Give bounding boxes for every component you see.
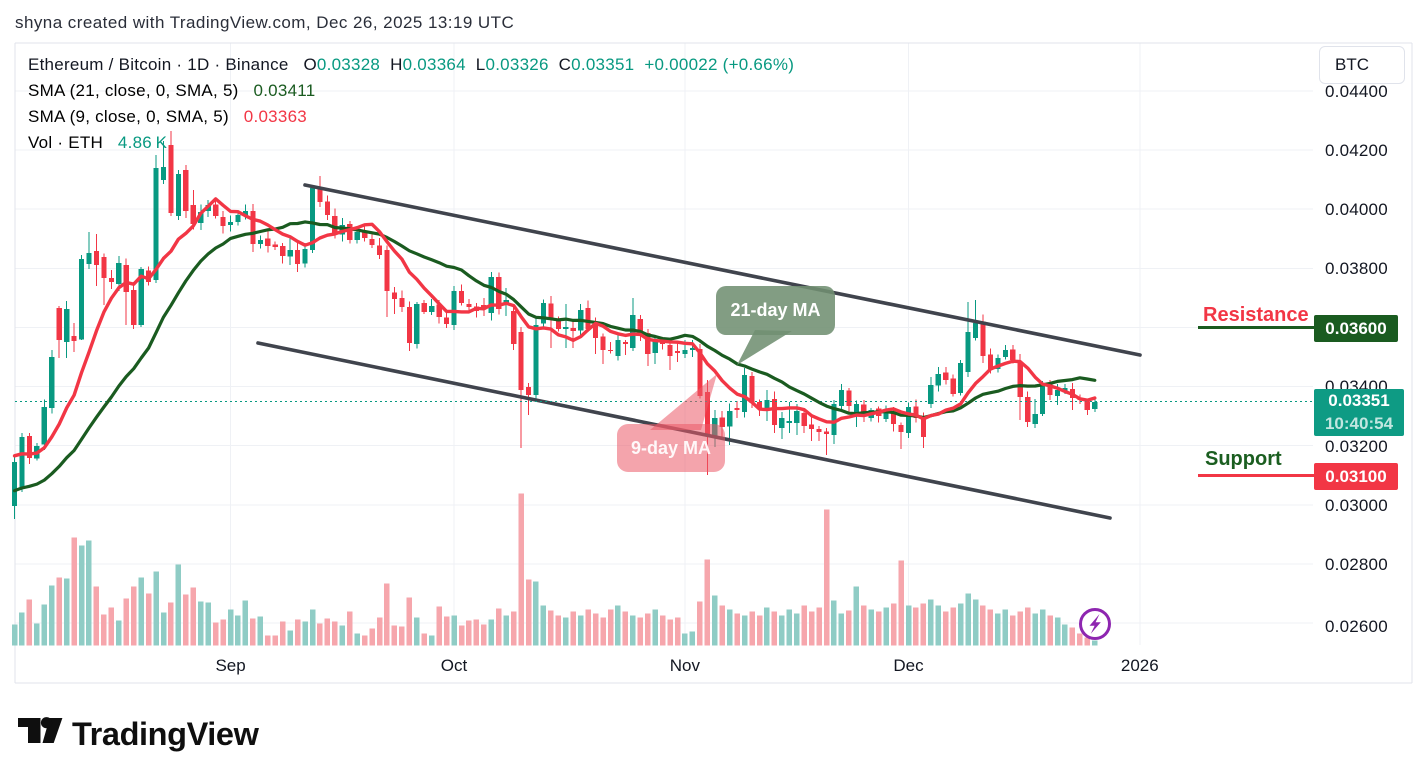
svg-text:TradingView: TradingView — [72, 716, 260, 752]
